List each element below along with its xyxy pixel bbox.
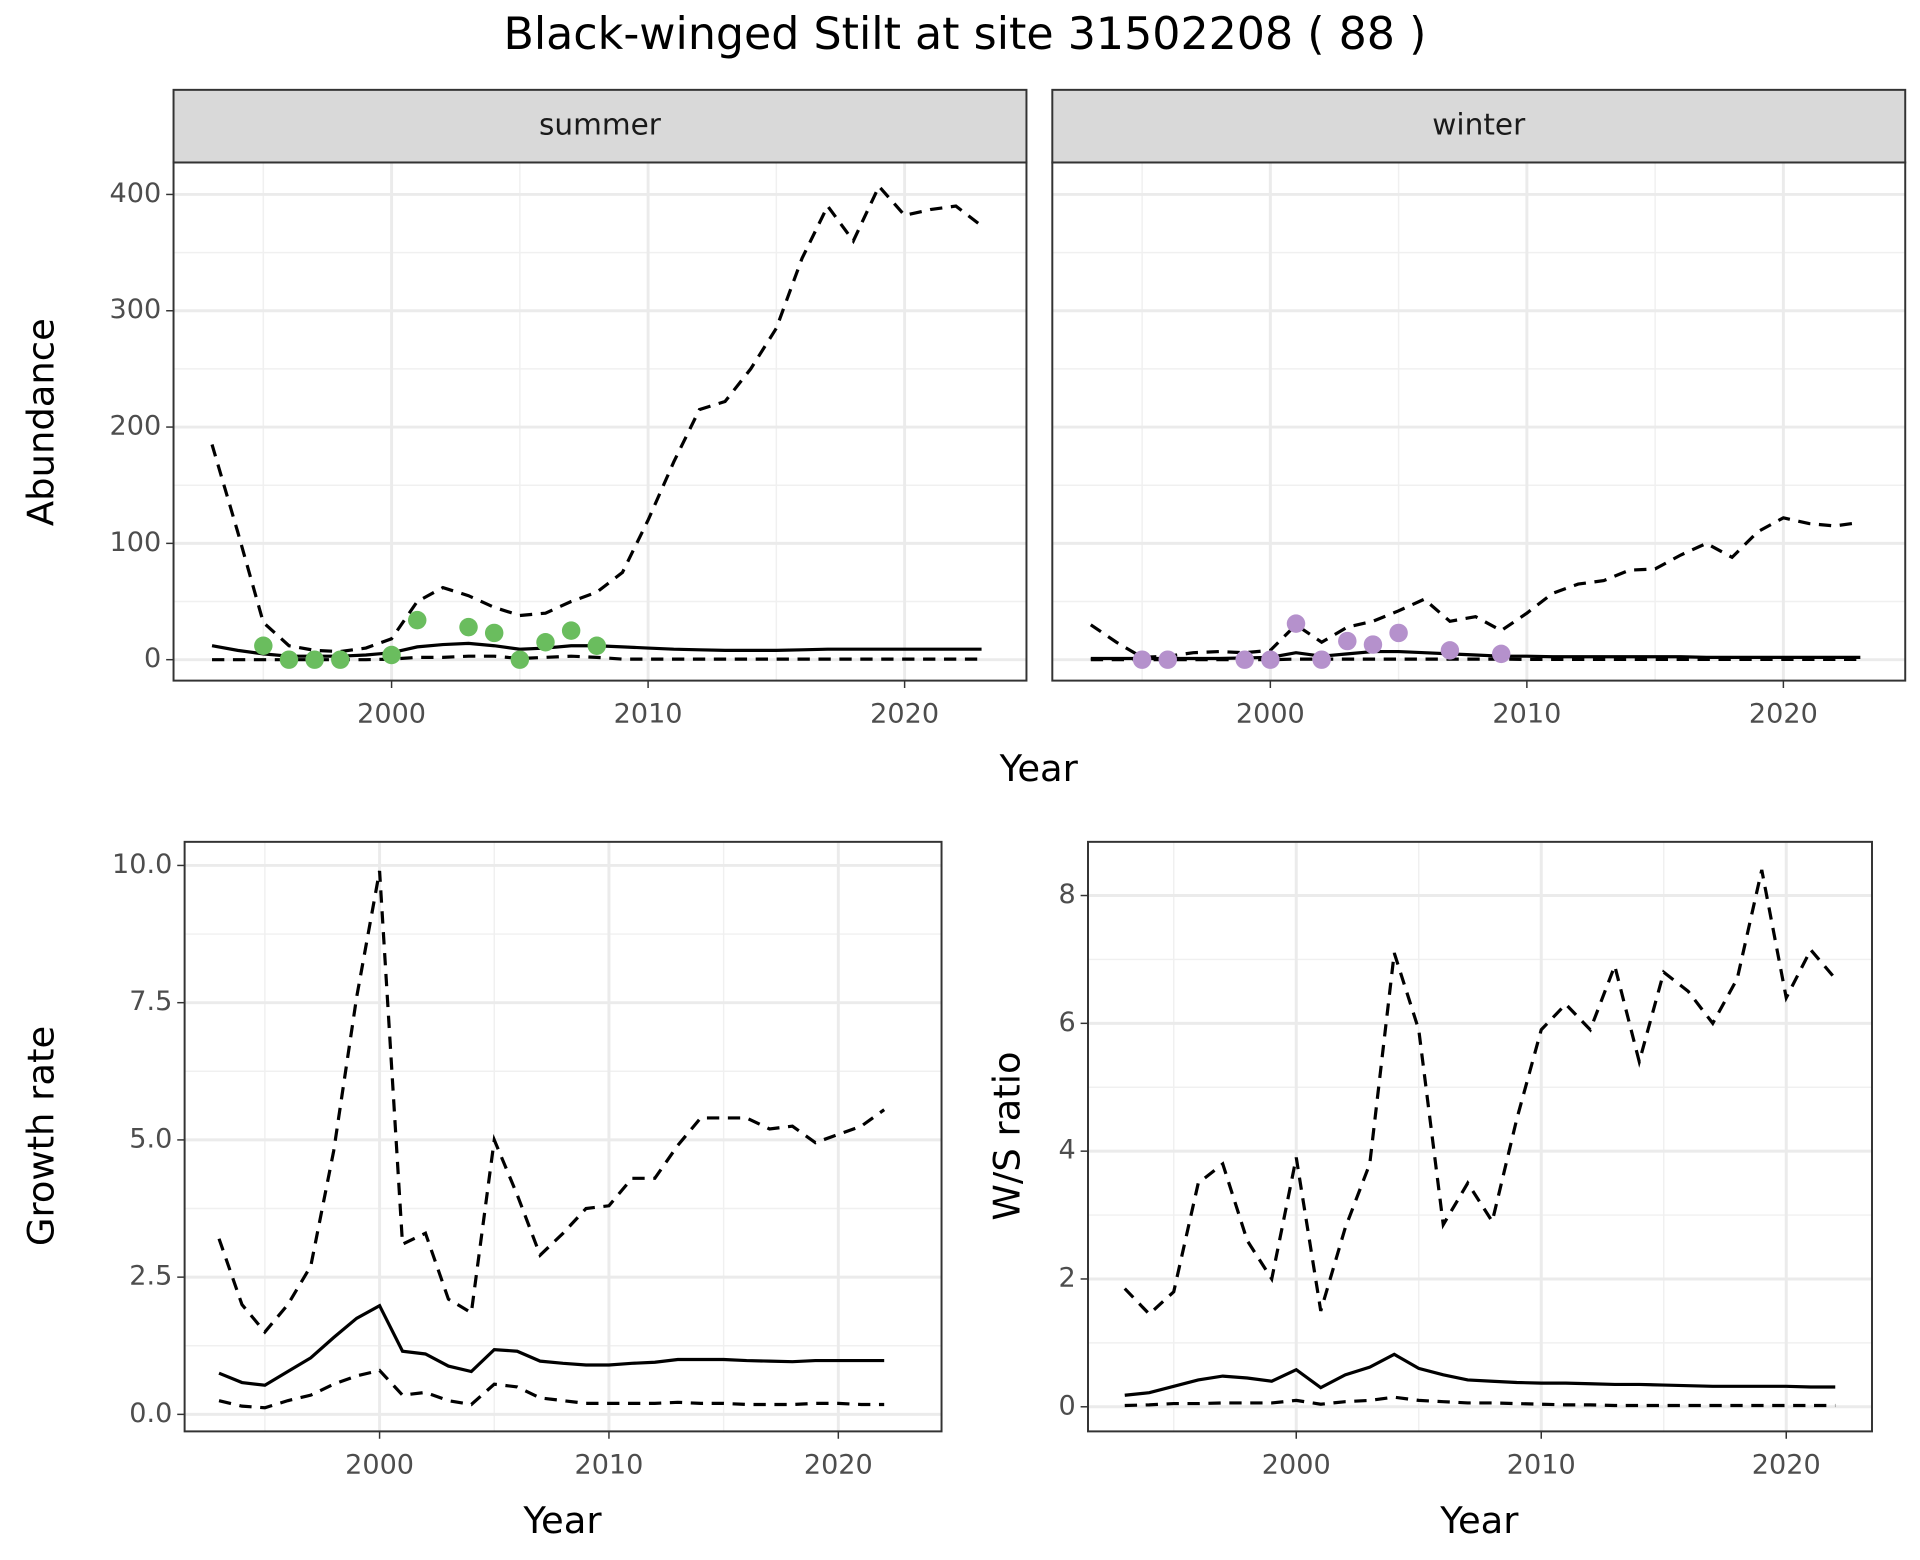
plot-panel bbox=[173, 162, 1027, 681]
line-series bbox=[1089, 516, 1861, 659]
line-series bbox=[1124, 1352, 1836, 1397]
x-tick-label: 2010 bbox=[575, 1449, 644, 1480]
y-axis-title: W/S ratio bbox=[986, 1051, 1029, 1220]
data-point bbox=[459, 617, 478, 637]
y-tick-label: 0 bbox=[144, 643, 161, 674]
y-tick-label: 4 bbox=[1058, 1135, 1075, 1166]
x-tick-label: 2020 bbox=[1752, 1449, 1821, 1480]
line-series bbox=[217, 870, 886, 1335]
data-point bbox=[587, 636, 607, 655]
data-point bbox=[331, 650, 350, 669]
x-axis-title: Year bbox=[999, 747, 1079, 790]
x-axis-title: Year bbox=[1439, 1499, 1519, 1542]
y-tick-label: 2.5 bbox=[129, 1261, 172, 1292]
y-tick-label: 10.0 bbox=[112, 849, 172, 880]
line-series bbox=[218, 1303, 885, 1387]
data-point bbox=[382, 645, 401, 665]
y-tick-label: 5.0 bbox=[129, 1123, 172, 1154]
facet-strip bbox=[172, 88, 1028, 164]
x-tick-label: 2020 bbox=[870, 699, 939, 730]
data-point bbox=[1389, 623, 1408, 643]
data-point bbox=[254, 636, 273, 655]
y-tick-label: 0 bbox=[1058, 1390, 1075, 1421]
data-point bbox=[1440, 641, 1460, 660]
data-point bbox=[1132, 650, 1152, 669]
data-point bbox=[1338, 631, 1357, 651]
facet-label: summer bbox=[539, 108, 662, 142]
line-series bbox=[1123, 869, 1837, 1317]
data-point bbox=[1312, 650, 1331, 669]
line-series bbox=[218, 1368, 885, 1410]
x-tick-label: 2020 bbox=[804, 1449, 873, 1480]
data-point bbox=[536, 633, 555, 652]
figure-title: Black-winged Stilt at site 31502208 ( 88… bbox=[503, 9, 1426, 60]
y-tick-label: 100 bbox=[110, 527, 162, 558]
y-tick-label: 2 bbox=[1058, 1262, 1075, 1293]
data-point bbox=[305, 650, 324, 669]
data-point bbox=[1261, 650, 1280, 669]
data-point bbox=[484, 623, 504, 643]
plot-panel bbox=[1088, 841, 1872, 1432]
data-point bbox=[1363, 635, 1383, 654]
line-series bbox=[1090, 657, 1861, 662]
data-point bbox=[1286, 614, 1306, 633]
y-tick-label: 400 bbox=[110, 178, 162, 209]
y-tick-label: 0.0 bbox=[129, 1398, 172, 1429]
facet-strip bbox=[1051, 88, 1907, 164]
y-tick-label: 6 bbox=[1058, 1007, 1075, 1038]
y-tick-label: 200 bbox=[110, 411, 162, 442]
plot-panel bbox=[1052, 162, 1906, 681]
x-tick-label: 2020 bbox=[1749, 699, 1818, 730]
y-tick-label: 300 bbox=[110, 294, 162, 325]
y-axis-title: Growth rate bbox=[20, 1026, 63, 1246]
y-tick-label: 7.5 bbox=[129, 986, 172, 1017]
data-point bbox=[1491, 644, 1511, 664]
x-tick-label: 2000 bbox=[357, 699, 426, 730]
data-point bbox=[1235, 650, 1254, 669]
line-series bbox=[1124, 1395, 1836, 1408]
x-tick-label: 2000 bbox=[1262, 1449, 1331, 1480]
y-tick-label: 8 bbox=[1058, 879, 1075, 910]
x-tick-label: 2010 bbox=[1507, 1449, 1576, 1480]
data-point bbox=[279, 650, 299, 669]
x-tick-label: 2010 bbox=[614, 699, 683, 730]
x-axis-title: Year bbox=[522, 1499, 602, 1542]
data-point bbox=[510, 650, 530, 669]
x-tick-label: 2000 bbox=[345, 1449, 414, 1480]
data-point bbox=[1158, 650, 1177, 669]
panel-border bbox=[183, 840, 943, 1433]
x-tick-label: 2000 bbox=[1236, 699, 1305, 730]
data-point bbox=[408, 610, 427, 630]
y-axis-title: Abundance bbox=[20, 318, 63, 526]
plot-panel bbox=[184, 841, 942, 1432]
line-series bbox=[210, 183, 983, 654]
x-tick-label: 2010 bbox=[1492, 699, 1561, 730]
facet-label: winter bbox=[1432, 108, 1526, 142]
data-point bbox=[561, 621, 581, 640]
panel-border bbox=[1087, 840, 1873, 1433]
